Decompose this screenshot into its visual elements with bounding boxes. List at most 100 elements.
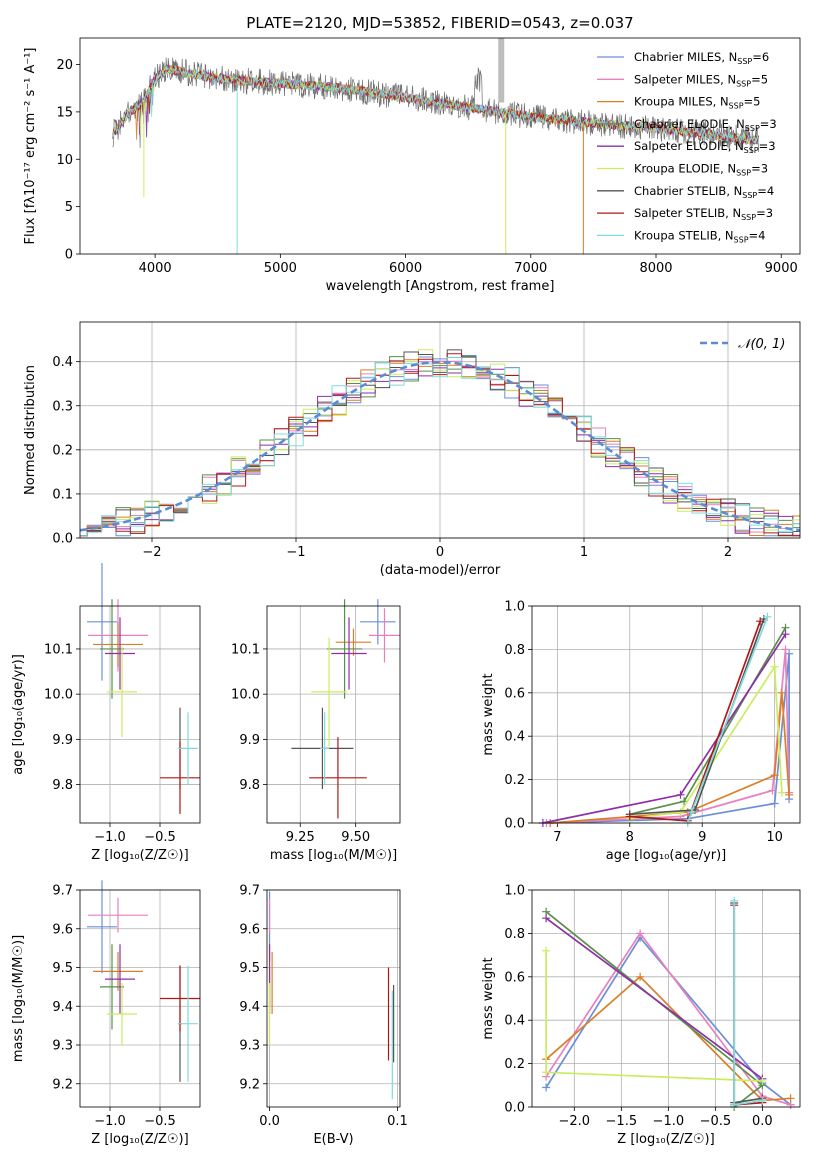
y-tick-label: 0.4 (504, 730, 525, 745)
data-point (763, 612, 772, 621)
spectrum-kroupa-stelib (112, 65, 760, 145)
y-tick-label: 0.8 (504, 643, 525, 658)
x-tick-label: −0.5 (700, 1114, 732, 1129)
legend-count: =3 (760, 117, 777, 131)
spectrum-panel: 4000 5000 6000 7000 8000 9000 0 5 10 15 20 waveleng… (23, 37, 801, 294)
data-point (542, 1068, 551, 1077)
mass-vs-ebv-panel: 0.0 0.1 9.2 9.3 9.4 9.5 9.6 9.7 E(B-V) (239, 884, 407, 1148)
y-tick-label: 9.6 (239, 922, 260, 937)
legend-count: =5 (751, 72, 768, 86)
legend-entry: Salpeter ELODIE, NSSP=3 (634, 139, 776, 155)
spectrum-lines (112, 57, 760, 153)
data-point (542, 914, 551, 923)
x-tick-label: 7 (553, 830, 561, 845)
plot-frame (79, 605, 201, 824)
x-tick-label: 0.0 (259, 1114, 280, 1129)
data-point (785, 649, 794, 658)
y-tick-label: 9.9 (52, 733, 73, 748)
legend-entry: Salpeter MILES, NSSP=5 (634, 72, 768, 88)
series-line-kroupa-elodie (629, 664, 783, 820)
data-point (758, 1076, 767, 1085)
data-point (785, 790, 794, 799)
data-point (756, 617, 765, 626)
x-tick-label: 2 (724, 545, 732, 560)
legend-entry: Kroupa STELIB, NSSP=4 (634, 228, 765, 244)
x-tick-label: 6000 (389, 261, 422, 276)
data-point (676, 790, 685, 799)
data-point (730, 1100, 739, 1109)
y-tick-label: 0.0 (504, 817, 525, 832)
residuals-panel: −2 −1 0 1 2 0.0 0.1 0.2 0.3 0.4 (data-model)/error… (23, 321, 801, 578)
x-axis-label: wavelength [Angstrom, rest frame] (326, 279, 555, 294)
x-tick-label: 8000 (639, 261, 672, 276)
x-tick-label: 9000 (765, 261, 798, 276)
y-tick-label: 10 (56, 153, 73, 168)
y-tick-label: 0.6 (504, 686, 525, 701)
y-tick-label: 0.1 (52, 487, 73, 502)
y-tick-label: 9.2 (239, 1077, 260, 1092)
y-tick-label: 0.0 (504, 1101, 525, 1116)
error-bars (291, 599, 400, 819)
data-point (758, 1096, 767, 1105)
y-tick-label: 0.4 (504, 1014, 525, 1029)
data-point (768, 786, 777, 795)
y-axis-label: mass weight (481, 673, 496, 755)
legend-subscript: SSP (737, 57, 752, 66)
data-point (676, 808, 685, 817)
x-axis-label: (data-model)/error (380, 563, 501, 578)
data-point (777, 788, 786, 797)
x-tick-label: 7000 (514, 261, 547, 276)
legend-entry: Chabrier ELODIE, NSSP=3 (634, 117, 777, 133)
series-line-salpeter-miles (545, 931, 791, 1106)
y-tick-label: 9.9 (239, 733, 260, 748)
series-line-chabrier-elodie (629, 627, 787, 816)
age-vs-mass-panel: 9.25 9.50 9.8 9.9 10.0 10.1 mass [log₁₀(M/M☉)] (231, 599, 401, 863)
data-point (777, 688, 786, 697)
x-axis-label: Z [log₁₀(Z/Z☉)] (91, 1132, 188, 1147)
x-tick-label: 0 (436, 545, 444, 560)
plot-frame (79, 37, 801, 255)
y-tick-label: 9.3 (239, 1039, 260, 1054)
series-line-chabrier-miles (545, 936, 792, 1106)
massweight-vs-age-panel: 7 8 9 10 0.0 0.2 0.4 0.6 0.8 1.0 age [log₁₀(age/yr… (481, 600, 801, 863)
figure-title: PLATE=2120, MJD=53852, FIBERID=0543, z=0… (246, 14, 633, 32)
y-tick-label: 9.6 (52, 922, 73, 937)
series-line-chabrier-stelib (629, 618, 765, 816)
y-tick-label: 0 (65, 248, 73, 263)
legend-subscript: SSP (744, 146, 759, 155)
y-tick-label: 15 (56, 105, 73, 120)
legend-subscript: SSP (734, 235, 749, 244)
y-axis-label: mass weight (481, 957, 496, 1039)
series-line-kroupa-miles (545, 975, 791, 1102)
plot-frame (266, 889, 401, 1108)
series-line-chabrier-elodie (545, 911, 764, 1108)
massweight-vs-metallicity-panel: −2.0 −1.5 −1.0 −0.5 0.0 0.0 0.2 0.4 0.6 0.8 1.0 Z [… (481, 884, 801, 1147)
legend-subscript: SSP (736, 169, 751, 178)
legend-subscript: SSP (741, 213, 756, 222)
series-lines (542, 896, 795, 1111)
x-tick-label: 0.0 (752, 1114, 773, 1129)
legend: Chabrier MILES, NSSP=6 Salpeter MILES, NS… (597, 50, 777, 244)
plot-frame (79, 321, 801, 539)
y-tick-label: 0.2 (504, 1057, 525, 1072)
y-tick-label: 1.0 (504, 884, 525, 899)
x-axis-label: age [log₁₀(age/yr)] (606, 848, 727, 863)
x-tick-label: −0.5 (144, 1114, 176, 1129)
legend-entry: Chabrier STELIB, NSSP=4 (634, 184, 774, 200)
data-point (730, 896, 739, 905)
plot-frame (531, 605, 801, 824)
gridlines (267, 889, 400, 1107)
y-tick-label: 1.0 (504, 600, 525, 615)
error-bars (268, 891, 395, 1100)
legend-subscript: SSP (729, 102, 744, 111)
x-tick-label: 4000 (139, 261, 172, 276)
x-tick-label: 5000 (264, 261, 297, 276)
x-tick-label: 9 (698, 830, 706, 845)
legend-subscript: SSP (736, 79, 751, 88)
x-tick-label: 9.50 (341, 830, 370, 845)
histograms (80, 349, 800, 537)
legend-count: =3 (756, 206, 773, 220)
y-tick-label: 0.2 (52, 443, 73, 458)
legend-entry: Chabrier MILES, NSSP=6 (634, 50, 769, 66)
legend-entry: Salpeter STELIB, NSSP=3 (634, 206, 773, 222)
